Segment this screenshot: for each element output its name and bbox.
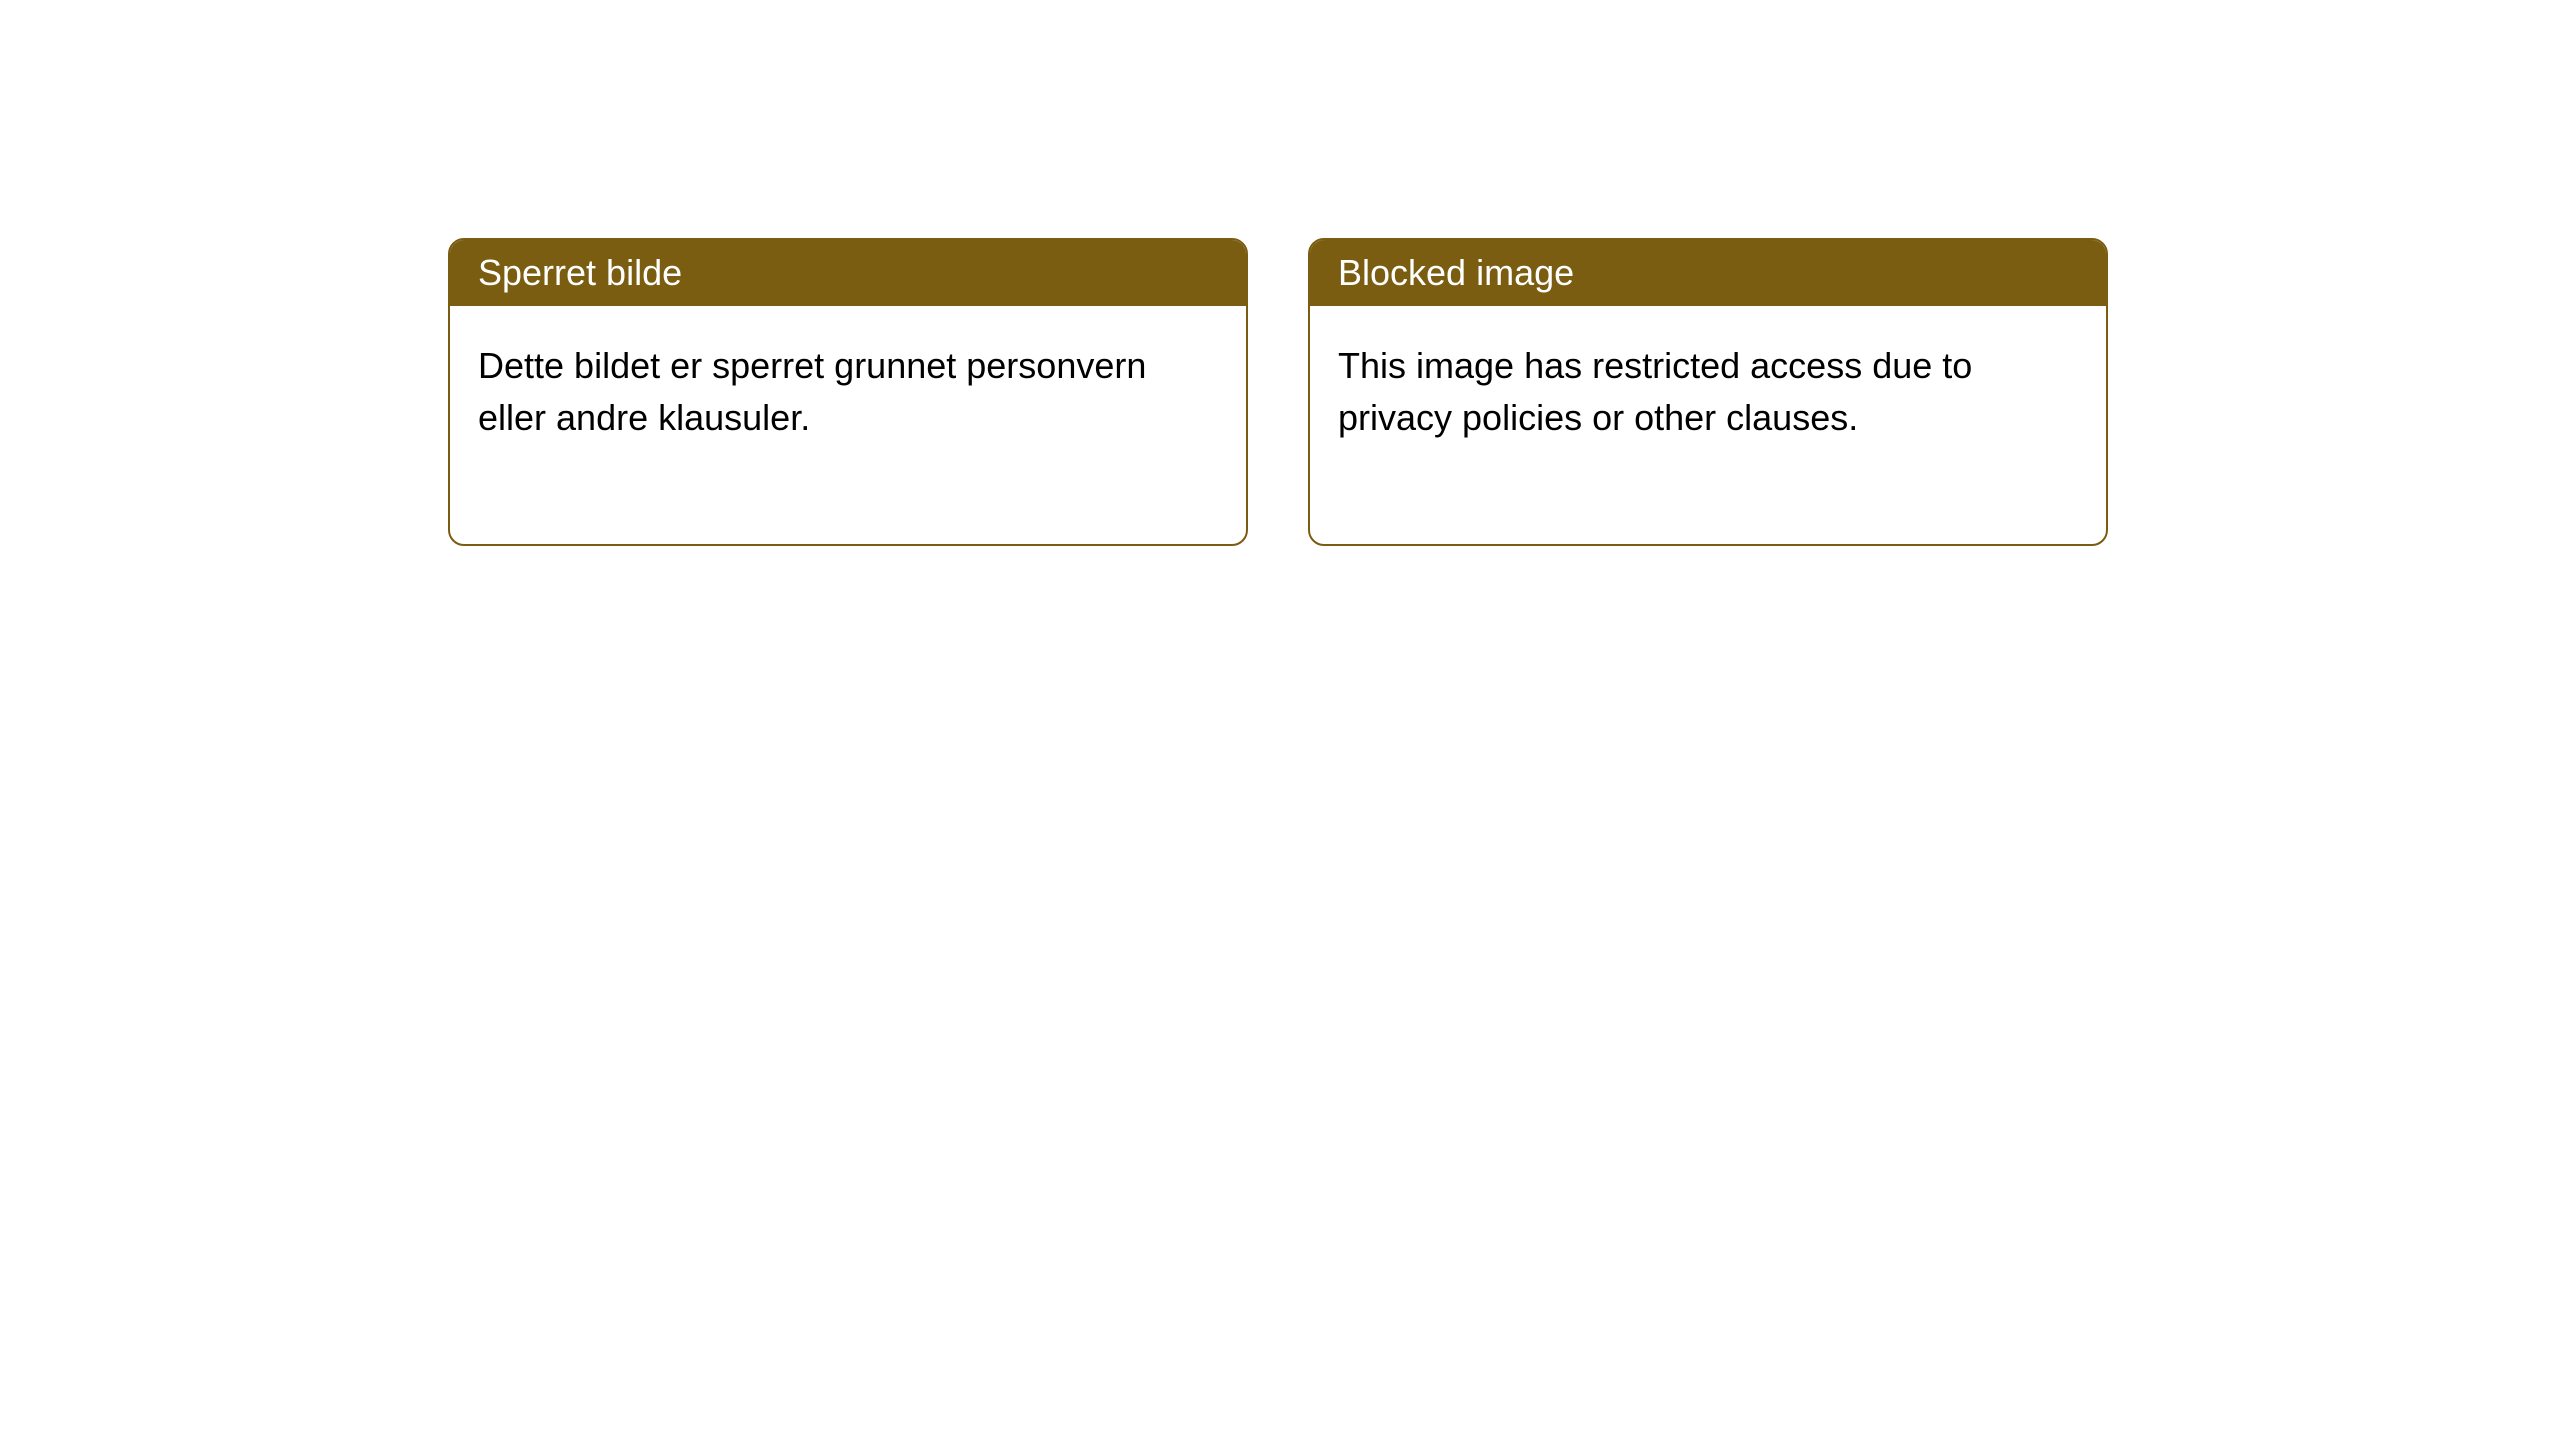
card-body: This image has restricted access due to … xyxy=(1310,306,2106,544)
card-header: Blocked image xyxy=(1310,240,2106,306)
card-body: Dette bildet er sperret grunnet personve… xyxy=(450,306,1246,544)
notice-card-norwegian: Sperret bilde Dette bildet er sperret gr… xyxy=(448,238,1248,546)
card-title: Blocked image xyxy=(1338,252,1574,293)
card-body-text: This image has restricted access due to … xyxy=(1338,345,1972,438)
card-body-text: Dette bildet er sperret grunnet personve… xyxy=(478,345,1146,438)
card-header: Sperret bilde xyxy=(450,240,1246,306)
notice-card-english: Blocked image This image has restricted … xyxy=(1308,238,2108,546)
card-title: Sperret bilde xyxy=(478,252,682,293)
notice-container: Sperret bilde Dette bildet er sperret gr… xyxy=(448,238,2108,546)
